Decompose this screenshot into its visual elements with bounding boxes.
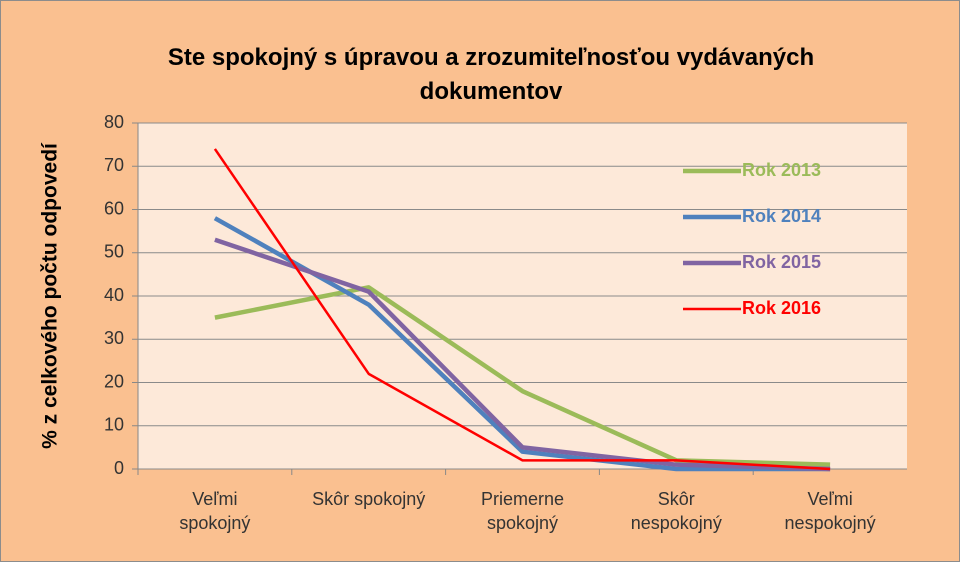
series-line (214, 237, 831, 472)
y-tick-label: 10 (104, 415, 124, 435)
y-tick-label: 20 (104, 371, 124, 391)
y-tick-label: 70 (104, 155, 124, 175)
y-tick-label: 0 (114, 458, 124, 478)
y-tick-label: 80 (104, 112, 124, 132)
legend-label: Rok 2016 (742, 298, 821, 318)
x-tick-label: Skôr nespokojný (630, 489, 722, 533)
x-tick-label: Veľmi spokojný (179, 489, 251, 533)
x-tick-label: Skôr spokojný (312, 489, 426, 509)
chart-title: Ste spokojný s úpravou a zrozumiteľnosťo… (167, 44, 815, 105)
legend-label: Rok 2015 (742, 252, 821, 272)
y-tick-label: 60 (104, 198, 124, 218)
y-tick-label: 50 (104, 242, 124, 262)
series-line (213, 148, 831, 471)
x-tick-label: Veľmi nespokojný (784, 489, 876, 533)
y-axis-label: % z celkového počtu odpovedí (39, 142, 62, 449)
legend-label: Rok 2013 (742, 160, 821, 180)
legend-label: Rok 2014 (742, 206, 821, 226)
x-tick-label: Priemerne spokojný (480, 489, 565, 533)
y-tick-label: 40 (104, 285, 124, 305)
y-tick-label: 30 (104, 328, 124, 348)
